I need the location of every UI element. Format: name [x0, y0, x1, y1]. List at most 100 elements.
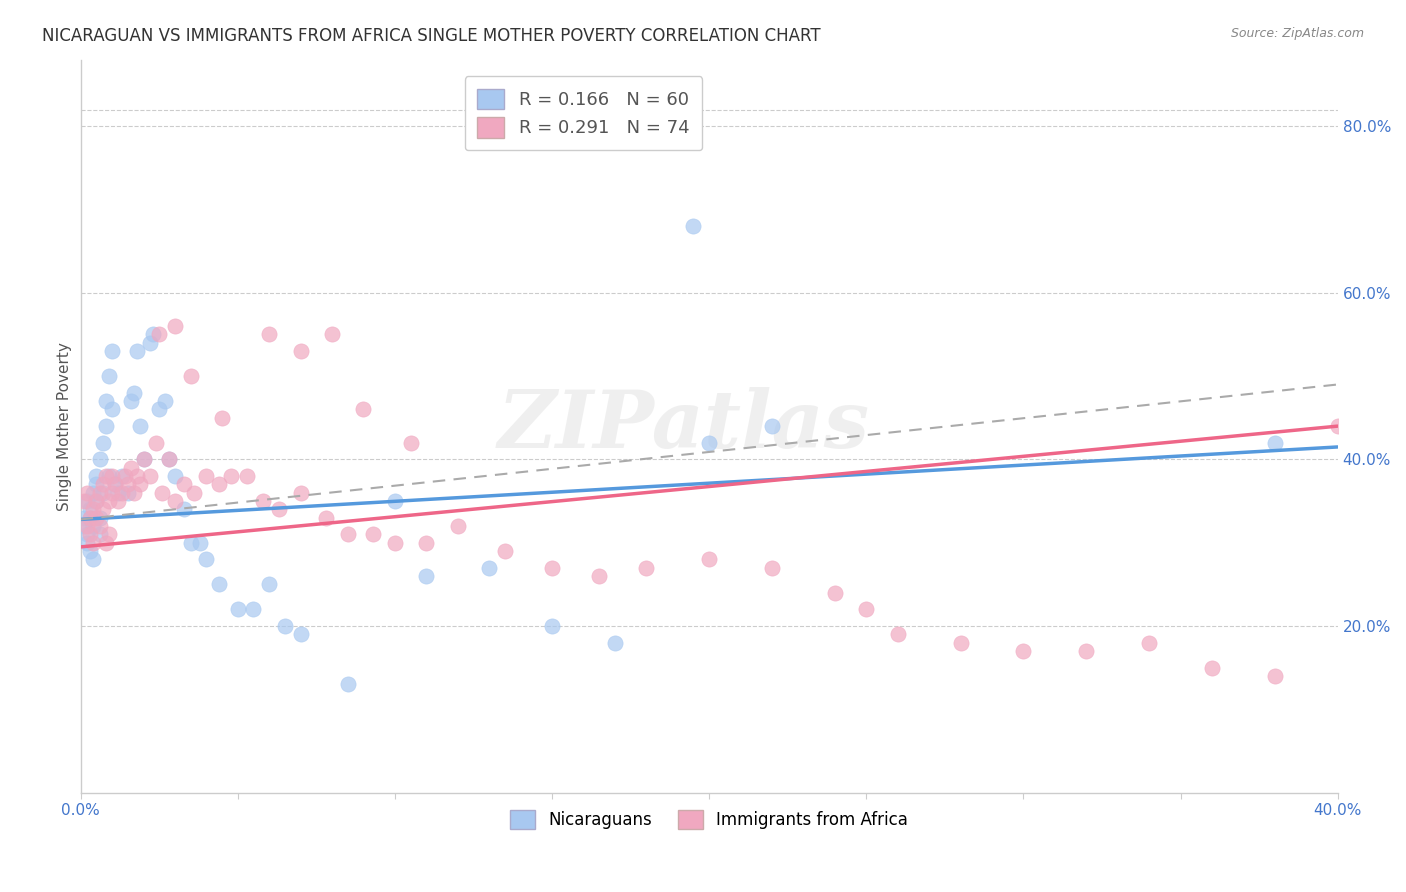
Point	[1012, 644, 1035, 658]
Point	[541, 619, 564, 633]
Point	[353, 402, 375, 417]
Point	[101, 469, 124, 483]
Point	[86, 477, 108, 491]
Point	[110, 485, 132, 500]
Point	[478, 560, 501, 574]
Point	[82, 485, 104, 500]
Point	[89, 452, 111, 467]
Point	[101, 485, 124, 500]
Point	[82, 535, 104, 549]
Point	[148, 402, 170, 417]
Point	[682, 219, 704, 234]
Point	[1326, 419, 1348, 434]
Point	[73, 494, 96, 508]
Point	[221, 469, 243, 483]
Point	[110, 469, 132, 483]
Point	[236, 469, 259, 483]
Point	[107, 485, 129, 500]
Point	[180, 535, 202, 549]
Point	[89, 519, 111, 533]
Point	[336, 677, 359, 691]
Point	[82, 502, 104, 516]
Point	[257, 327, 280, 342]
Point	[824, 585, 846, 599]
Point	[76, 494, 98, 508]
Point	[211, 410, 233, 425]
Point	[117, 485, 139, 500]
Point	[145, 435, 167, 450]
Point	[97, 469, 120, 483]
Point	[188, 535, 211, 549]
Point	[180, 369, 202, 384]
Point	[886, 627, 908, 641]
Point	[79, 510, 101, 524]
Point	[73, 519, 96, 533]
Text: ZIPatlas: ZIPatlas	[498, 387, 870, 465]
Point	[384, 535, 406, 549]
Point	[142, 327, 165, 342]
Point	[139, 469, 162, 483]
Point	[1264, 435, 1286, 450]
Point	[86, 510, 108, 524]
Point	[91, 477, 114, 491]
Point	[86, 469, 108, 483]
Point	[82, 552, 104, 566]
Point	[361, 527, 384, 541]
Point	[76, 485, 98, 500]
Point	[163, 469, 186, 483]
Point	[120, 460, 142, 475]
Point	[290, 627, 312, 641]
Point	[226, 602, 249, 616]
Point	[541, 560, 564, 574]
Point	[117, 477, 139, 491]
Y-axis label: Single Mother Poverty: Single Mother Poverty	[58, 342, 72, 510]
Point	[588, 569, 610, 583]
Point	[129, 419, 152, 434]
Point	[89, 485, 111, 500]
Point	[94, 394, 117, 409]
Point	[148, 327, 170, 342]
Point	[384, 494, 406, 508]
Point	[76, 535, 98, 549]
Point	[76, 519, 98, 533]
Point	[89, 510, 111, 524]
Point	[97, 369, 120, 384]
Point	[761, 419, 783, 434]
Point	[155, 394, 177, 409]
Point	[636, 560, 658, 574]
Point	[82, 519, 104, 533]
Point	[157, 452, 180, 467]
Point	[127, 469, 149, 483]
Point	[267, 502, 290, 516]
Point	[697, 552, 720, 566]
Text: NICARAGUAN VS IMMIGRANTS FROM AFRICA SINGLE MOTHER POVERTY CORRELATION CHART: NICARAGUAN VS IMMIGRANTS FROM AFRICA SIN…	[42, 27, 821, 45]
Point	[415, 569, 437, 583]
Point	[208, 577, 231, 591]
Point	[252, 494, 274, 508]
Point	[274, 619, 297, 633]
Point	[132, 452, 155, 467]
Point	[242, 602, 264, 616]
Point	[122, 385, 145, 400]
Point	[290, 485, 312, 500]
Point	[79, 510, 101, 524]
Point	[132, 452, 155, 467]
Point	[104, 477, 127, 491]
Point	[163, 494, 186, 508]
Point	[494, 544, 516, 558]
Point	[949, 636, 972, 650]
Point	[114, 469, 136, 483]
Point	[183, 485, 205, 500]
Point	[157, 452, 180, 467]
Point	[120, 394, 142, 409]
Point	[94, 469, 117, 483]
Point	[94, 419, 117, 434]
Point	[336, 527, 359, 541]
Point	[173, 477, 195, 491]
Point	[1137, 636, 1160, 650]
Point	[855, 602, 877, 616]
Point	[101, 344, 124, 359]
Point	[86, 494, 108, 508]
Point	[195, 469, 218, 483]
Legend: Nicaraguans, Immigrants from Africa: Nicaraguans, Immigrants from Africa	[503, 803, 914, 836]
